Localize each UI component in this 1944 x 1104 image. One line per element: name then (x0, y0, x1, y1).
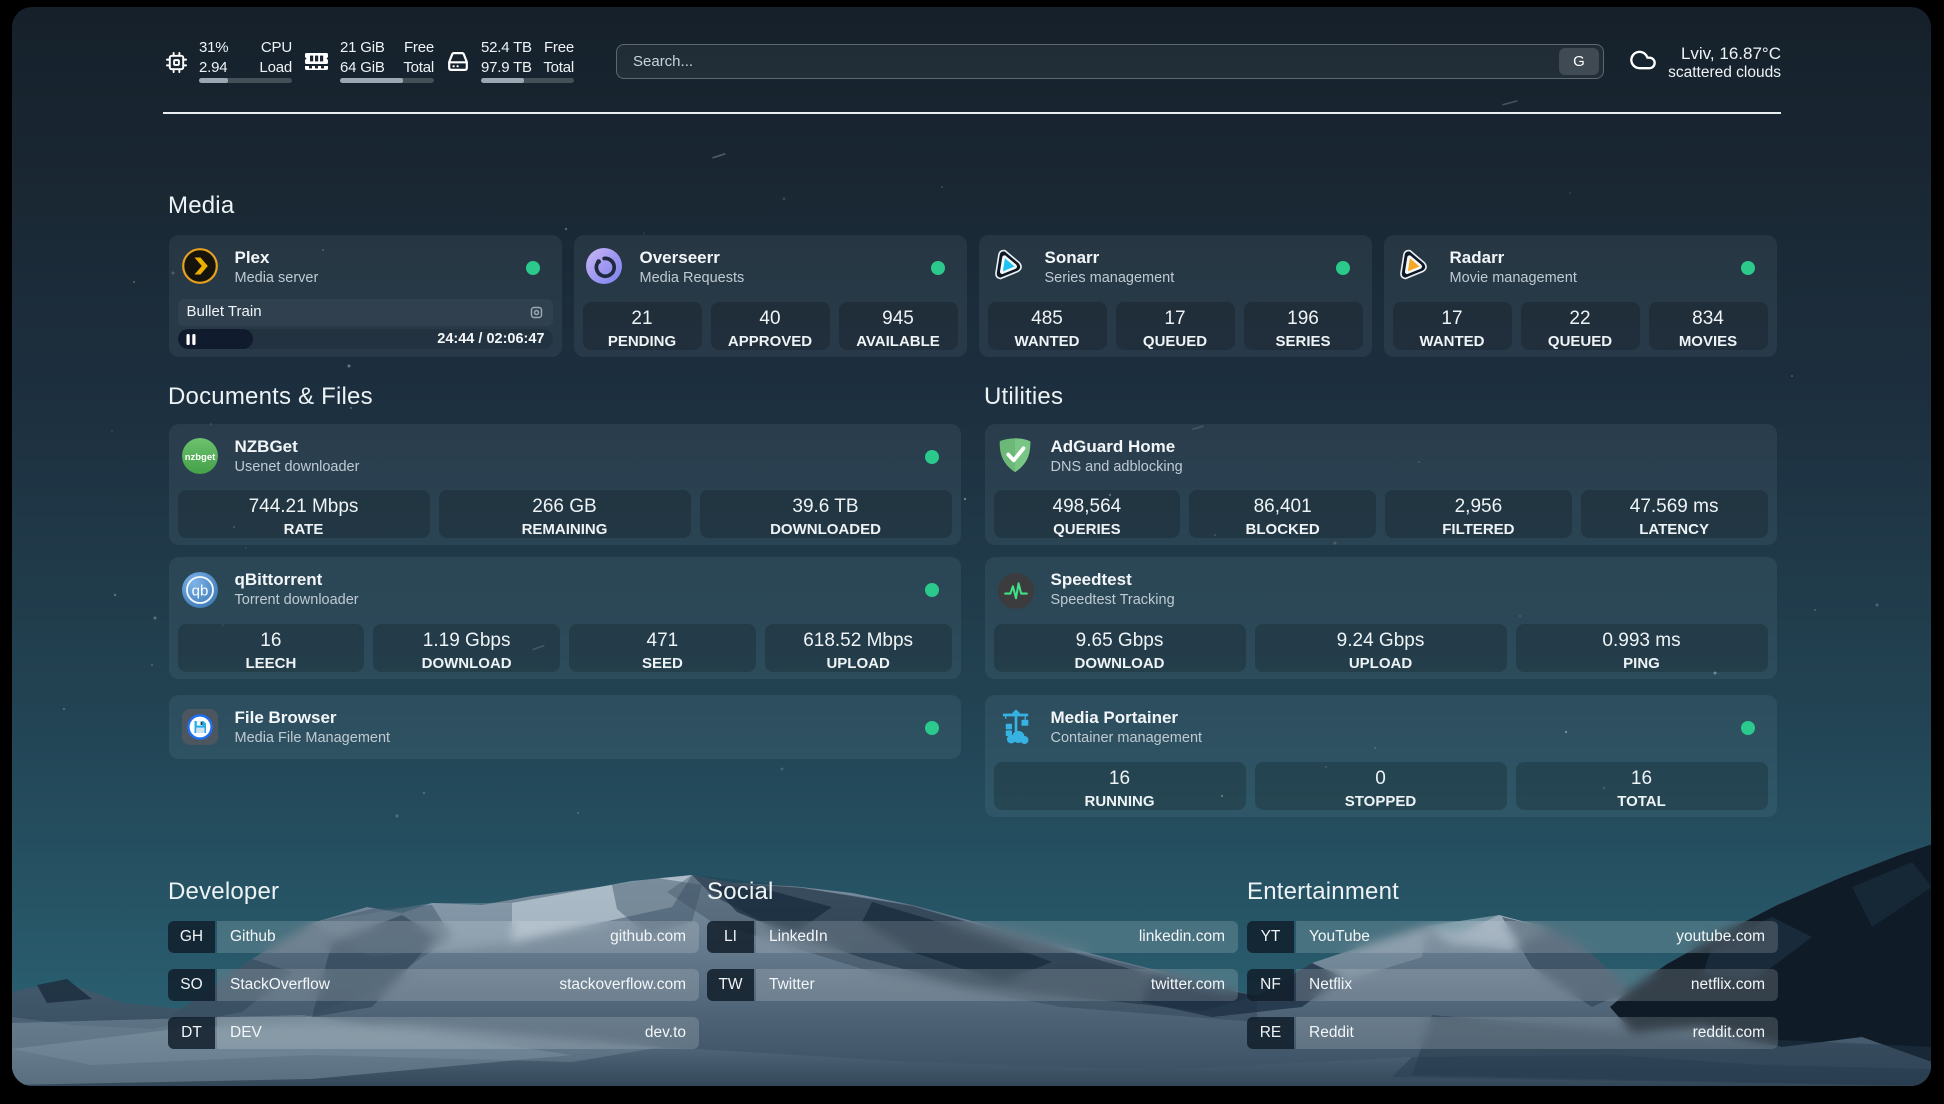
svg-text:nzbget: nzbget (184, 452, 215, 463)
svg-text:qb: qb (191, 583, 208, 600)
